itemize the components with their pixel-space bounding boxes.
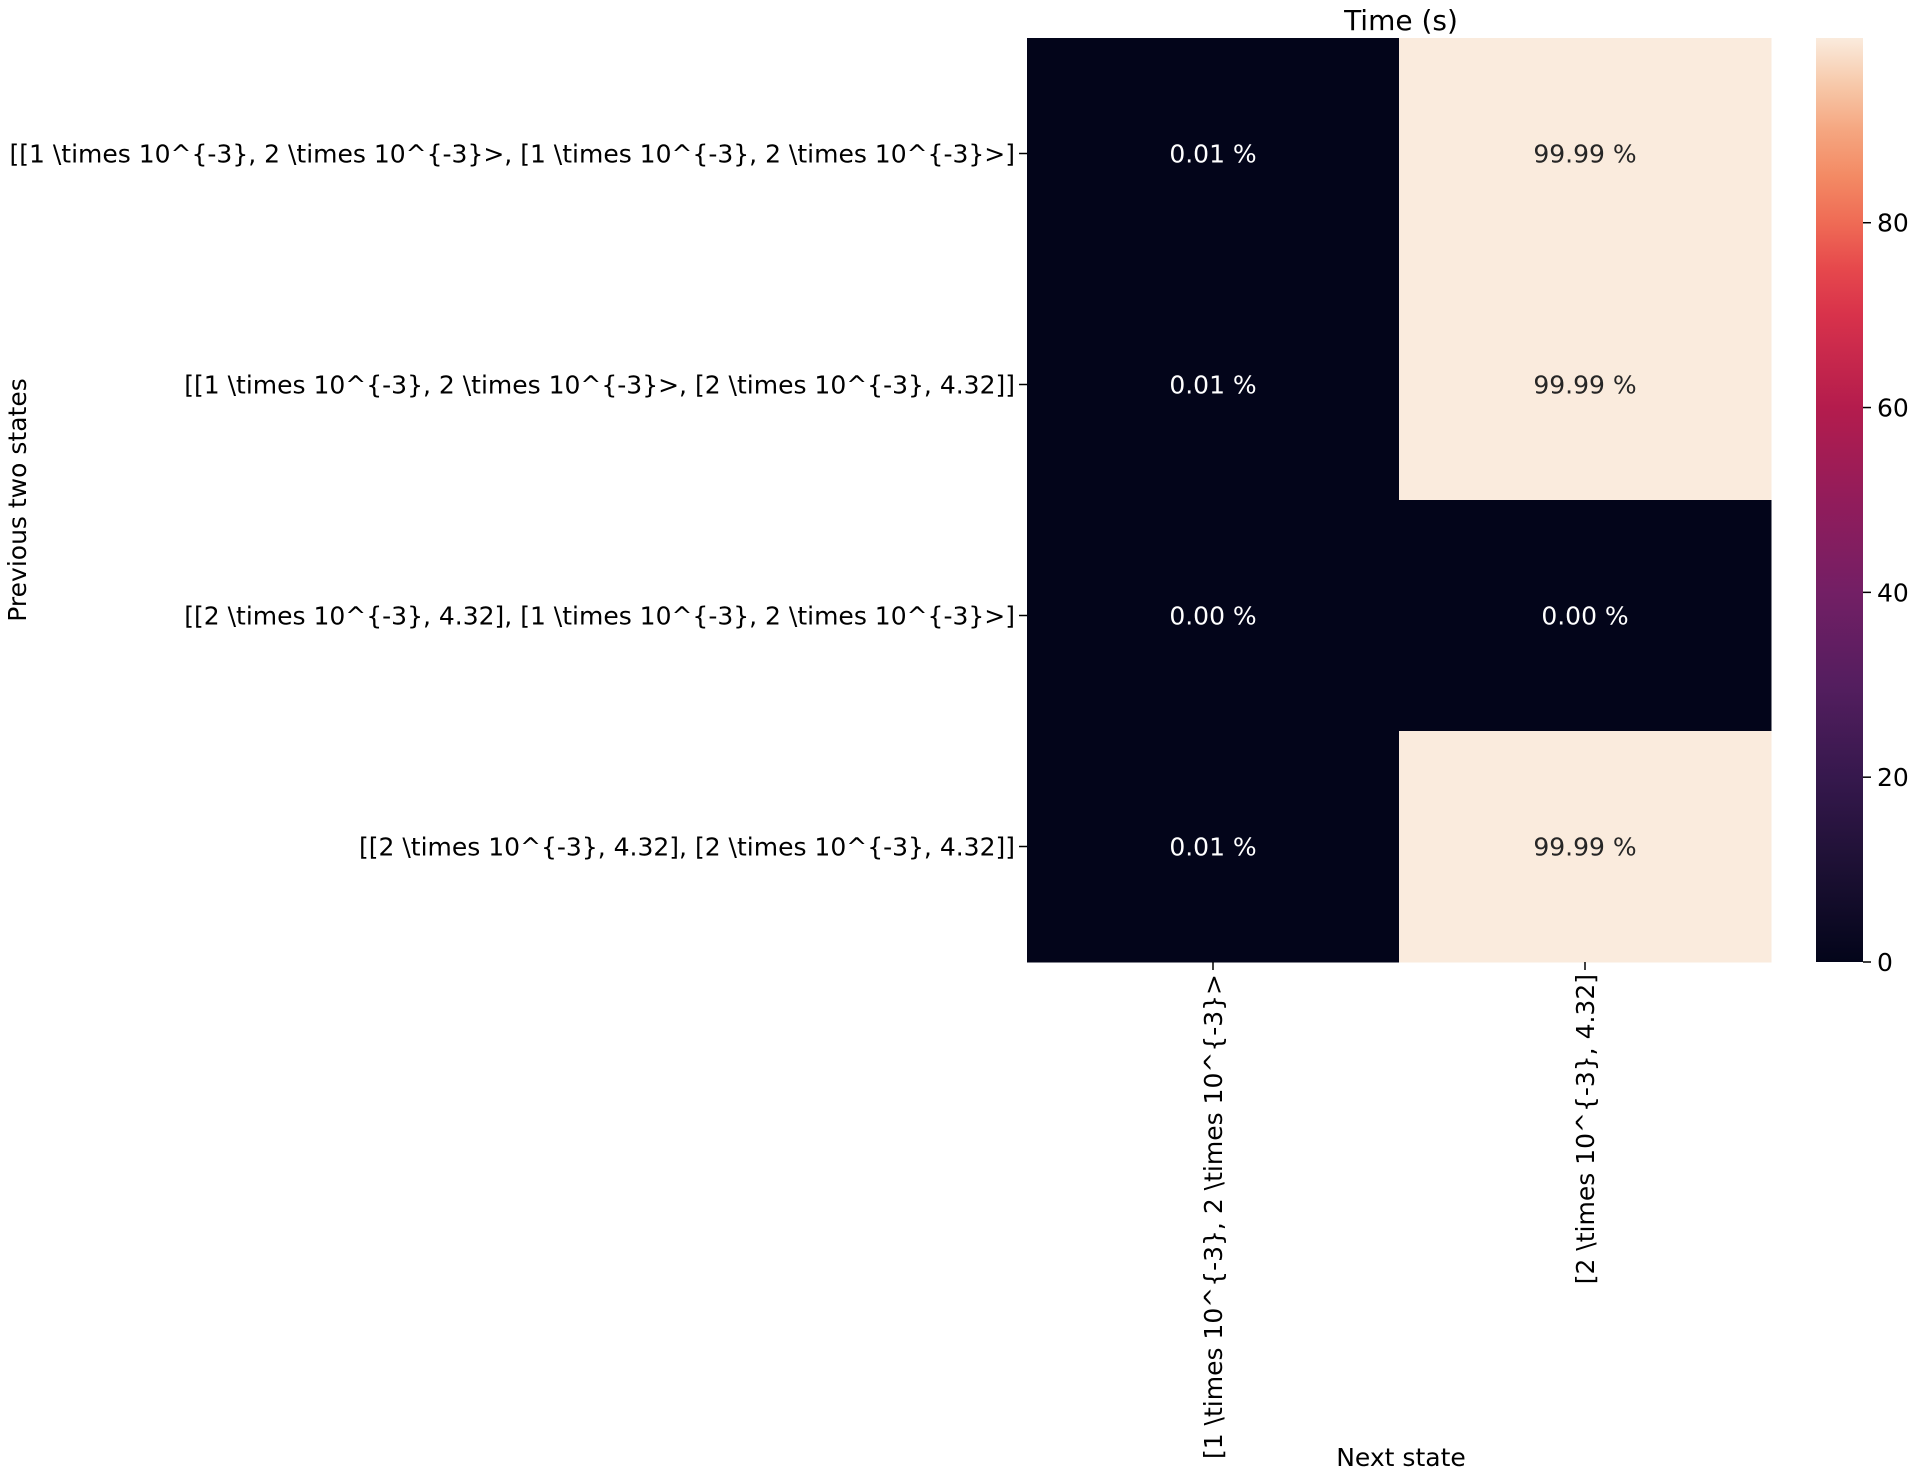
cell-annotation: 0.01 % [1169,140,1256,169]
colorbar-tick-label: 40 [1877,578,1909,607]
colorbar-tick-label: 20 [1877,763,1909,792]
heatmap-cell [1399,269,1772,501]
cell-annotation: 0.00 % [1541,602,1628,631]
cell-annotation: 99.99 % [1533,371,1636,400]
cell-annotation: 0.01 % [1169,833,1256,862]
cell-annotation: 0.00 % [1169,602,1256,631]
y-axis-label: Previous two states [3,378,32,621]
colorbar-tick-label: 0 [1877,948,1893,977]
cell-annotation: 99.99 % [1533,140,1636,169]
cell-annotations: 0.01 % 99.99 % 0.01 % 99.99 % 0.00 % 0.00 % 0.… [1169,140,1636,862]
heatmap-cells [1027,38,1772,963]
heatmap-cell [1399,38,1772,270]
x-axis-label: Next state [1336,1443,1466,1472]
colorbar-tick-label: 60 [1877,394,1909,423]
heatmap-cell [1027,269,1400,501]
x-tick-labels: [1 \times 10^{-3}, 2 \times 10^{-3}> [2 \… [1199,962,1600,1459]
heatmap-cell [1027,500,1400,732]
y-tick-label: [[2 \times 10^{-3}, 4.32], [2 \times 10^… [359,833,1015,862]
cell-annotation: 0.01 % [1169,371,1256,400]
y-tick-label: [[2 \times 10^{-3}, 4.32], [1 \times 10^… [184,602,1015,631]
heatmap-cell [1027,731,1400,963]
y-tick-label: [[1 \times 10^{-3}, 2 \times 10^{-3}>, [… [184,371,1015,400]
colorbar-tick-label: 80 [1877,209,1909,238]
y-tick-label: [[1 \times 10^{-3}, 2 \times 10^{-3}>, [… [10,140,1016,169]
y-tick-labels: [[1 \times 10^{-3}, 2 \times 10^{-3}>, [… [10,140,1027,862]
x-tick-label: [2 \times 10^{-3}, 4.32] [1571,974,1600,1284]
cell-annotation: 99.99 % [1533,833,1636,862]
colorbar-ticks: 0 20 40 60 80 [1863,209,1909,977]
x-tick-label: [1 \times 10^{-3}, 2 \times 10^{-3}> [1199,974,1228,1459]
heatmap-cell [1027,38,1400,270]
chart-title: Time (s) [1343,4,1458,37]
heatmap-cell [1399,731,1772,963]
heatmap-cell [1399,500,1772,732]
colorbar [1816,38,1863,962]
